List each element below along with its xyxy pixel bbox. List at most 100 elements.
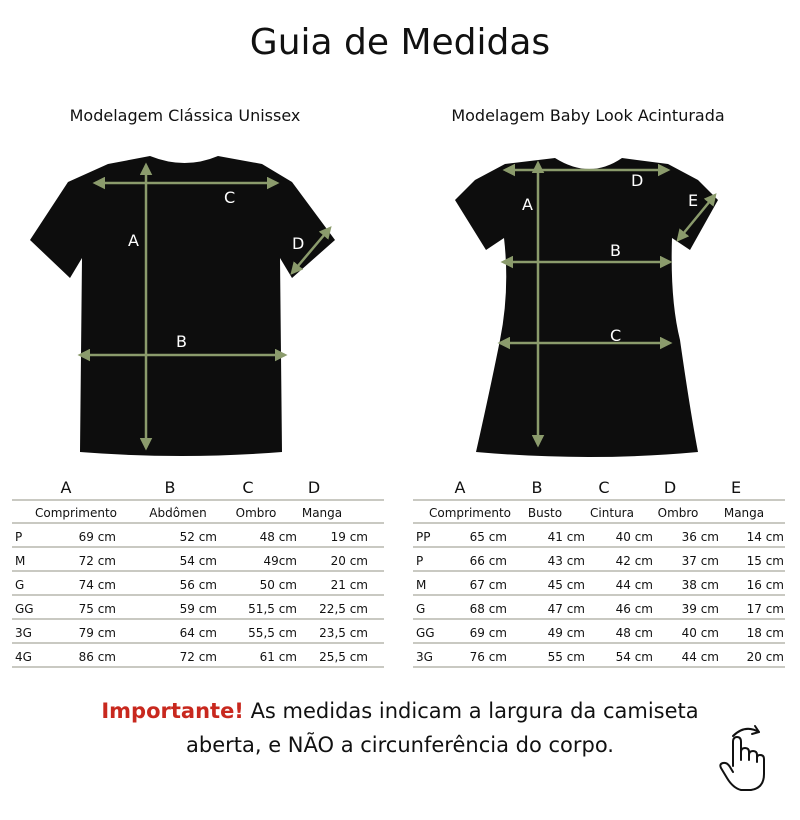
size-value: 86 cm: [78, 650, 116, 664]
note-line-1: As medidas indicam a largura da camiseta: [243, 699, 699, 723]
size-value: 25,5 cm: [319, 650, 368, 664]
size-value: 21 cm: [330, 578, 368, 592]
note-line-2: aberta, e NÃO a circunferência do corpo.: [186, 733, 614, 757]
classic-subtitle: Modelagem Clássica Unissex: [69, 106, 301, 125]
size-value: 42 cm: [615, 554, 653, 568]
size-label: P: [15, 530, 23, 544]
size-label: PP: [416, 530, 431, 544]
column-letter: E: [730, 478, 742, 497]
size-label: 3G: [15, 626, 32, 640]
size-label: G: [15, 578, 25, 592]
important-label: Importante!: [101, 699, 244, 723]
label-a: A: [128, 231, 139, 250]
table-divider: [12, 618, 384, 620]
babylook-size-table: A B C D E Comprimento Busto Cintura Ombro Manga PP…: [413, 470, 785, 670]
table-divider: [413, 570, 785, 572]
size-value: 75 cm: [78, 602, 116, 616]
table-divider: [12, 522, 384, 524]
size-value: 37 cm: [681, 554, 719, 568]
column-header: Ombro: [235, 506, 277, 520]
arrow-e: [676, 193, 717, 242]
column-header: Comprimento: [428, 506, 512, 520]
size-value: 65 cm: [469, 530, 507, 544]
size-value: 68 cm: [469, 602, 507, 616]
size-label: G: [416, 602, 426, 616]
classic-size-table: A B C D Comprimento Abdômen Ombro Manga P 69 cm 52…: [12, 470, 384, 670]
column-header: Ombro: [657, 506, 699, 520]
size-value: 79 cm: [78, 626, 116, 640]
size-value: 45 cm: [547, 578, 585, 592]
column-letter: A: [60, 478, 72, 497]
arrow-d: [290, 226, 332, 275]
label-b: B: [176, 332, 187, 351]
size-value: 66 cm: [469, 554, 507, 568]
label-c: C: [610, 326, 621, 345]
size-label: GG: [15, 602, 34, 616]
important-note: Importante! As medidas indicam a largura…: [0, 694, 800, 762]
column-letter: C: [242, 478, 254, 497]
classic-shirt: A B C D: [30, 156, 335, 456]
column-header: Manga: [301, 506, 343, 520]
table-divider: [12, 594, 384, 596]
column-letter: D: [663, 478, 677, 497]
size-value: 69 cm: [469, 626, 507, 640]
table-divider: [413, 594, 785, 596]
size-value: 55,5 cm: [248, 626, 297, 640]
size-value: 36 cm: [681, 530, 719, 544]
size-label: 3G: [416, 650, 433, 664]
size-value: 48 cm: [615, 626, 653, 640]
table-divider: [12, 570, 384, 572]
table-divider: [12, 642, 384, 644]
size-label: 4G: [15, 650, 32, 664]
column-header: Abdômen: [149, 506, 207, 520]
size-label: GG: [416, 626, 435, 640]
size-value: 61 cm: [259, 650, 297, 664]
size-value: 40 cm: [615, 530, 653, 544]
size-value: 69 cm: [78, 530, 116, 544]
label-a: A: [522, 195, 533, 214]
size-value: 22,5 cm: [319, 602, 368, 616]
size-label: M: [416, 578, 427, 592]
label-c: C: [224, 188, 235, 207]
label-d: D: [292, 234, 304, 253]
size-value: 67 cm: [469, 578, 507, 592]
size-value: 55 cm: [547, 650, 585, 664]
column-header: Busto: [527, 506, 563, 520]
size-value: 48 cm: [259, 530, 297, 544]
size-value: 49 cm: [547, 626, 585, 640]
size-value: 47 cm: [547, 602, 585, 616]
size-value: 23,5 cm: [319, 626, 368, 640]
size-value: 46 cm: [615, 602, 653, 616]
babylook-subtitle: Modelagem Baby Look Acinturada: [451, 106, 725, 125]
label-e: E: [688, 191, 698, 210]
size-value: 49cm: [263, 554, 297, 568]
size-label: M: [15, 554, 26, 568]
size-value: 64 cm: [179, 626, 217, 640]
size-value: 44 cm: [615, 578, 653, 592]
label-b: B: [610, 241, 621, 260]
table-divider: [12, 666, 384, 668]
column-letter: B: [164, 478, 176, 497]
table-divider: [12, 546, 384, 548]
page-title: Guia de Medidas: [249, 22, 551, 63]
column-letter: D: [307, 478, 321, 497]
size-label: P: [416, 554, 424, 568]
size-value: 39 cm: [681, 602, 719, 616]
size-value: 18 cm: [746, 626, 784, 640]
column-header: Cintura: [590, 506, 634, 520]
size-value: 20 cm: [330, 554, 368, 568]
size-value: 54 cm: [179, 554, 217, 568]
size-value: 54 cm: [615, 650, 653, 664]
table-divider: [12, 499, 384, 501]
column-header: Comprimento: [34, 506, 118, 520]
table-divider: [413, 499, 785, 501]
table-divider: [413, 546, 785, 548]
size-value: 76 cm: [469, 650, 507, 664]
size-value: 72 cm: [78, 554, 116, 568]
size-value: 51,5 cm: [248, 602, 297, 616]
column-letter: C: [598, 478, 610, 497]
size-value: 17 cm: [746, 602, 784, 616]
size-value: 74 cm: [78, 578, 116, 592]
size-value: 41 cm: [547, 530, 585, 544]
